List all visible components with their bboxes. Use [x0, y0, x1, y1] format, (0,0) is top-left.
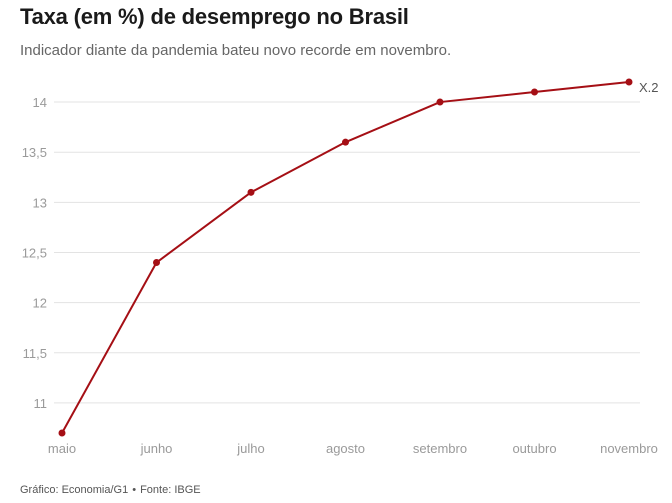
x-tick-label: novembro [600, 441, 658, 456]
y-tick-label: 11,5 [23, 346, 47, 361]
x-axis-ticks: maio junho julho agosto setembro outubro novem… [48, 441, 658, 456]
x-tick-label: maio [48, 441, 76, 456]
x-tick-label: julho [236, 441, 264, 456]
data-point [436, 98, 444, 106]
y-tick-label: 11 [34, 396, 48, 411]
data-point [247, 188, 255, 196]
x-tick-label: agosto [326, 441, 365, 456]
footer-credit: Gráfico: Economia/G1 [20, 484, 129, 496]
y-tick-label: 12 [33, 296, 47, 311]
chart-subtitle: Indicador diante da pandemia bateu novo … [20, 42, 452, 59]
footer-separator: • [132, 484, 137, 496]
y-tick-label: 12,5 [22, 245, 47, 260]
y-tick-label: 13 [33, 195, 47, 210]
series-end-label: X.2 [639, 80, 659, 95]
data-point [625, 78, 633, 86]
y-tick-label: 13,5 [22, 145, 47, 160]
series-line [61, 81, 630, 434]
data-points [58, 78, 633, 437]
chart-footer: Gráfico: Economia/G1 • Fonte: IBGE [20, 484, 201, 496]
x-tick-label: setembro [413, 441, 467, 456]
data-point [531, 88, 538, 96]
line-chart: 11 11,5 12 12,5 13 13,5 14 maio junho julho agost… [22, 78, 659, 456]
footer-source: Fonte: IBGE [140, 484, 201, 496]
y-axis-ticks: 11 11,5 12 12,5 13 13,5 14 [22, 95, 47, 411]
data-point [342, 138, 349, 146]
gridlines [54, 101, 640, 404]
series-labels: X.2 [639, 80, 659, 95]
data-point [153, 259, 160, 267]
data-point [58, 429, 66, 437]
x-tick-label: junho [140, 441, 173, 456]
y-tick-label: 14 [33, 95, 47, 110]
x-tick-label: outubro [512, 441, 556, 456]
chart-title: Taxa (em %) de desemprego no Brasil [20, 4, 409, 29]
series-line-group [61, 81, 630, 434]
